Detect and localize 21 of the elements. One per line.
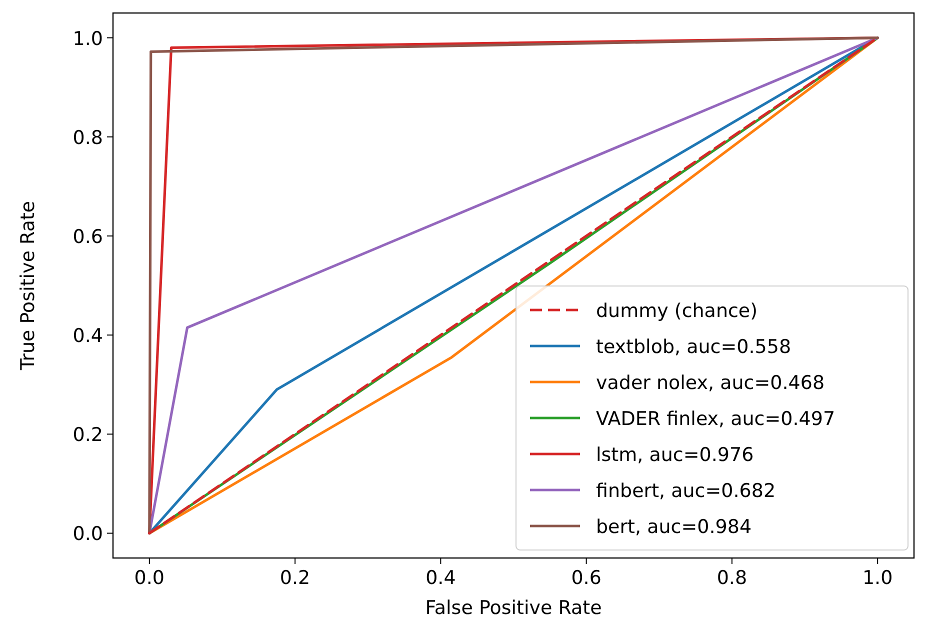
x-tick-label: 0.6 xyxy=(571,567,602,589)
x-tick-label: 0.0 xyxy=(134,567,165,589)
y-tick-label: 0.0 xyxy=(72,523,103,546)
x-tick-label: 0.8 xyxy=(716,567,748,589)
legend-label: finbert, auc=0.682 xyxy=(596,480,776,502)
y-tick-label: 1.0 xyxy=(72,28,103,50)
x-tick-label: 1.0 xyxy=(862,567,893,589)
legend-label: bert, auc=0.984 xyxy=(596,516,752,538)
legend-label: vader nolex, auc=0.468 xyxy=(596,372,825,394)
y-tick-label: 0.8 xyxy=(72,126,103,149)
y-tick-label: 0.6 xyxy=(72,226,103,248)
y-axis-title: True Positive Rate xyxy=(17,200,39,372)
x-tick-label: 0.2 xyxy=(280,567,310,589)
x-axis-title: False Positive Rate xyxy=(425,597,602,619)
x-tick-label: 0.4 xyxy=(426,567,456,589)
y-tick-label: 0.4 xyxy=(72,325,103,348)
legend-label: lstm, auc=0.976 xyxy=(596,444,754,466)
legend-label: textblob, auc=0.558 xyxy=(596,336,792,358)
legend-label: dummy (chance) xyxy=(596,300,758,322)
y-tick-label: 0.2 xyxy=(72,424,103,446)
legend-label: VADER finlex, auc=0.497 xyxy=(596,408,836,430)
